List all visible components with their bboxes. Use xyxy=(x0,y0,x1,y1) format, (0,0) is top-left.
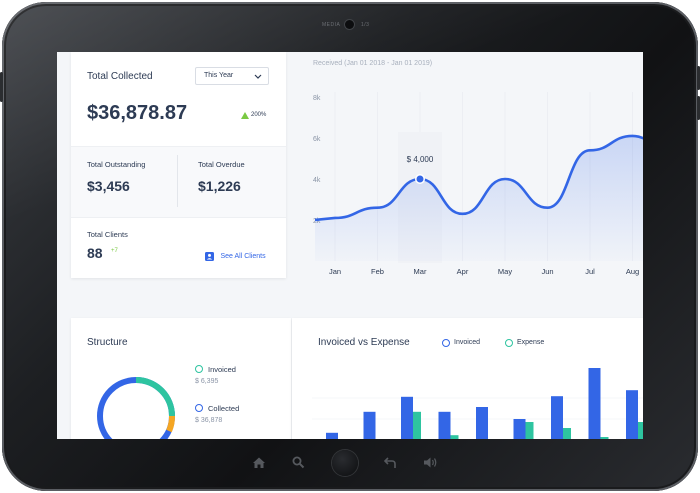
structure-donut-chart xyxy=(97,377,175,439)
invoiced-bar xyxy=(551,396,563,439)
invoiced-bar xyxy=(476,407,488,439)
side-button-right-top[interactable] xyxy=(697,66,700,90)
stats-divider xyxy=(177,155,178,207)
structure-collected-label: Collected xyxy=(208,404,240,413)
highlight-point xyxy=(416,175,424,183)
donut-extra-segment xyxy=(166,415,175,433)
structure-invoiced-label: Invoiced xyxy=(208,365,236,374)
y-tick-label: 8k xyxy=(313,95,321,102)
outstanding-value: $3,456 xyxy=(87,178,130,194)
received-line xyxy=(314,134,643,222)
total-collected-label: Total Collected xyxy=(87,71,153,82)
clients-delta: +7 xyxy=(111,248,118,254)
received-area-fill xyxy=(315,135,643,261)
ive-chart-title: Invoiced vs Expense xyxy=(318,337,410,348)
invoiced-bar xyxy=(401,396,413,439)
home-icon[interactable] xyxy=(252,456,266,469)
period-select-value: This Year xyxy=(204,72,234,79)
growth-value: 200% xyxy=(251,112,267,118)
growth-up-icon xyxy=(241,112,249,119)
expense-bar xyxy=(450,435,459,439)
x-tick-label: Apr xyxy=(457,267,469,276)
expense-bar xyxy=(563,428,571,439)
camera-label-right: 1/3 xyxy=(361,22,370,28)
camera-label-left: MEDIA xyxy=(322,22,341,28)
clients-label: Total Clients xyxy=(87,230,128,239)
clients-value: 88 xyxy=(87,245,103,261)
received-chart-title: Received (Jan 01 2018 - Jan 01 2019) xyxy=(313,60,433,67)
y-tick-label: 6k xyxy=(313,136,321,143)
summary-card: Total Collected This Year $36,878.87 200… xyxy=(71,52,286,278)
structure-invoiced-value: $ 6,395 xyxy=(195,378,219,385)
stats-panel: Total Outstanding $3,456 Total Overdue $… xyxy=(71,146,286,218)
see-all-clients-link[interactable]: See All Clients xyxy=(205,248,266,266)
outstanding-label: Total Outstanding xyxy=(87,160,146,169)
invoiced-bar xyxy=(363,411,376,439)
app-screen: Total Collected This Year $36,878.87 200… xyxy=(57,52,643,439)
invoiced-bar xyxy=(626,390,638,439)
collected-legend-dot xyxy=(195,404,203,412)
x-tick-label: Jan xyxy=(329,267,341,276)
x-tick-label: Jun xyxy=(541,267,553,276)
invoiced-bar xyxy=(513,419,526,439)
home-button[interactable] xyxy=(332,450,358,476)
x-tick-label: Aug xyxy=(626,267,639,276)
search-icon[interactable] xyxy=(292,456,305,469)
total-collected-value: $36,878.87 xyxy=(87,102,188,124)
legend-invoiced-label: Invoiced xyxy=(454,339,481,346)
x-tick-label: Jul xyxy=(585,267,595,276)
see-all-clients-label: See All Clients xyxy=(220,253,266,261)
ive-bar-chart xyxy=(312,368,643,439)
expense-bar xyxy=(600,437,609,439)
invoiced-bar xyxy=(326,432,338,439)
received-chart: Received (Jan 01 2018 - Jan 01 2019) 8k 6… xyxy=(293,52,643,292)
highlight-tooltip: $ 4,000 xyxy=(407,155,434,164)
chevron-down-icon xyxy=(254,74,262,79)
contacts-icon xyxy=(205,252,214,262)
x-tick-label: May xyxy=(498,267,512,276)
legend-invoiced-dot xyxy=(442,339,450,347)
legend-expense-label: Expense xyxy=(517,339,545,346)
x-tick-label: Mar xyxy=(414,267,427,276)
expense-bar xyxy=(525,422,534,439)
y-tick-label: 4k xyxy=(313,177,321,184)
structure-title: Structure xyxy=(87,337,128,348)
invoiced-bar xyxy=(438,411,451,439)
donut-invoiced-segment xyxy=(135,377,175,417)
invoiced-vs-expense-card: Invoiced vs Expense Invoiced Expense xyxy=(292,318,643,439)
expense-bar xyxy=(413,411,421,439)
expense-bar xyxy=(638,422,643,439)
structure-collected-value: $ 36,878 xyxy=(195,417,223,424)
invoiced-bar xyxy=(588,368,601,439)
legend-expense-dot xyxy=(505,339,513,347)
x-tick-label: Feb xyxy=(371,267,384,276)
volume-icon[interactable] xyxy=(423,456,438,469)
overdue-value: $1,226 xyxy=(198,178,241,194)
structure-card: Structure Invoiced $ 6,395 Collected $ 3… xyxy=(71,318,291,439)
side-button-right-bottom[interactable] xyxy=(697,96,700,120)
invoiced-legend-dot xyxy=(195,365,203,373)
overdue-label: Total Overdue xyxy=(198,160,245,169)
camera-icon xyxy=(345,20,354,29)
side-button-left[interactable] xyxy=(0,72,3,102)
back-icon[interactable] xyxy=(384,456,397,469)
period-select[interactable]: This Year xyxy=(195,67,269,85)
